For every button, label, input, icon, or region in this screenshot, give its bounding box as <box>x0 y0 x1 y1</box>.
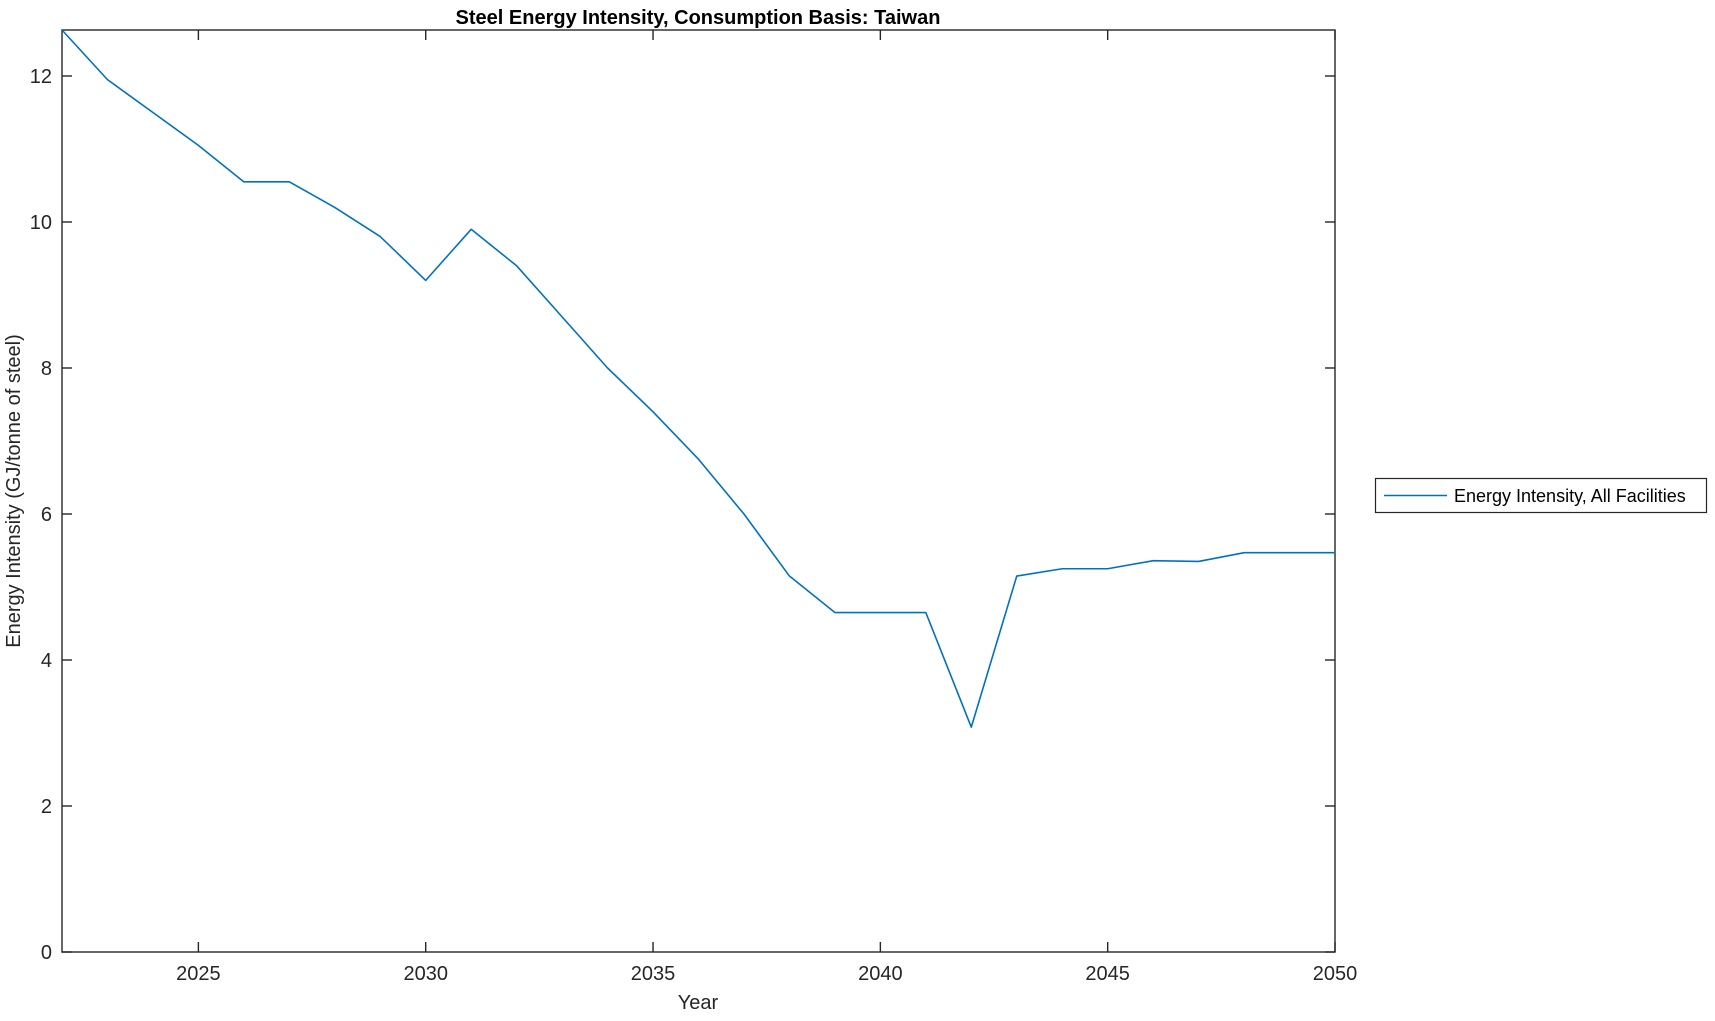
y-tick-label: 6 <box>41 504 52 526</box>
y-tick-label: 0 <box>41 942 52 964</box>
data-line-energy-intensity <box>61 29 1336 728</box>
legend: Energy Intensity, All Facilities <box>1374 477 1708 514</box>
plot-area <box>61 29 1336 953</box>
x-tick-label: 2025 <box>176 963 221 985</box>
x-tick-label: 2045 <box>1085 963 1130 985</box>
x-tick-label: 2035 <box>631 963 676 985</box>
y-tick-label: 10 <box>30 212 52 234</box>
chart-title: Steel Energy Intensity, Consumption Basi… <box>456 7 941 29</box>
x-tick-label: 2050 <box>1313 963 1358 985</box>
x-tick-label: 2040 <box>858 963 903 985</box>
y-tick-label: 8 <box>41 358 52 380</box>
axis-ticks <box>62 30 1336 953</box>
y-tick-label: 2 <box>41 796 52 818</box>
y-tick-label: 12 <box>30 66 52 88</box>
x-axis-label: Year <box>678 992 719 1014</box>
y-tick-label: 4 <box>41 650 52 672</box>
x-tick-label: 2030 <box>403 963 448 985</box>
axis-tick-labels: 2025 2030 2035 2040 2045 2050 0 2 4 6 8 10 12 <box>30 66 1358 985</box>
legend-label: Energy Intensity, All Facilities <box>1454 486 1686 506</box>
y-axis-label: Energy Intensity (GJ/tonne of steel) <box>3 334 25 648</box>
